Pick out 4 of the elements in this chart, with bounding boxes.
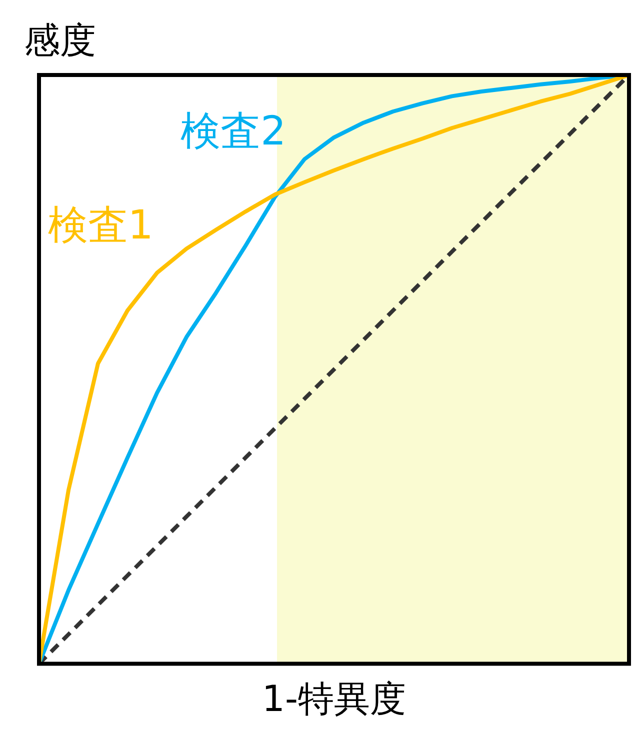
y-axis-title: 感度: [24, 20, 96, 62]
x-axis-title: 1-特異度: [262, 678, 406, 720]
series-label: 検査1: [48, 202, 154, 248]
series-label: 検査2: [180, 108, 286, 154]
